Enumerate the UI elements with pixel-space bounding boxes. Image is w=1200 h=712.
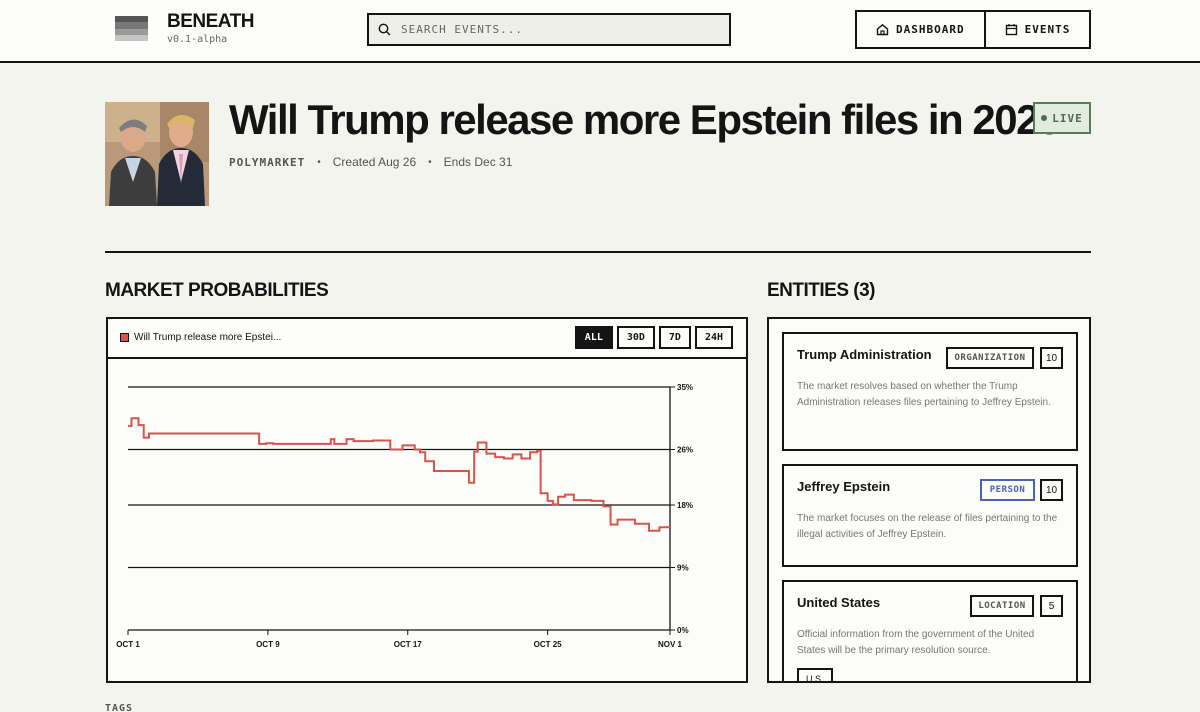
y-tick-label: 26% xyxy=(677,445,693,454)
y-tick-label: 0% xyxy=(677,626,689,635)
range-30d-button[interactable]: 30D xyxy=(616,326,655,349)
section-divider xyxy=(105,251,1091,253)
entities-section-title: ENTITIES (3) xyxy=(767,280,876,301)
search-icon xyxy=(378,23,391,36)
entity-name: United States xyxy=(797,595,881,610)
entity-description: Official information from the government… xyxy=(797,629,1035,656)
tags-label: TAGS xyxy=(105,703,134,712)
app-version: v0.1-alpha xyxy=(167,34,228,45)
entity-type-badge: ORGANIZATION xyxy=(946,347,1034,369)
brand: BENEATH v0.1-alpha xyxy=(167,11,254,45)
entity-count: 10 xyxy=(1040,347,1063,369)
range-selector: ALL 30D 7D 24H xyxy=(574,326,733,349)
x-tick-label: OCT 9 xyxy=(256,640,280,649)
x-tick-label: NOV 1 xyxy=(658,640,683,649)
entity-count: 5 xyxy=(1040,595,1063,617)
entity-card[interactable]: United States LOCATION 5 Official inform… xyxy=(782,580,1078,681)
search-box[interactable] xyxy=(367,13,731,46)
range-all-button[interactable]: ALL xyxy=(574,326,613,349)
chart-header: Will Trump release more Epstei... ALL 30… xyxy=(108,319,746,359)
meta-separator: • xyxy=(428,156,432,168)
legend-label: Will Trump release more Epstei... xyxy=(134,332,282,343)
entity-count: 10 xyxy=(1040,479,1063,501)
meta-separator: • xyxy=(317,156,321,168)
probability-chart[interactable]: 35% 26% 18% 9% 0% OCT 1 OCT 9 OCT 17 OCT 25 NOV 1 xyxy=(108,359,746,681)
home-icon xyxy=(876,23,889,36)
entities-panel: Trump Administration ORGANIZATION 10 The… xyxy=(767,317,1091,683)
y-tick-label: 18% xyxy=(677,501,693,510)
market-section-title: MARKET PROBABILITIES xyxy=(105,280,329,301)
nav-dashboard-button[interactable]: DASHBOARD xyxy=(857,12,984,47)
x-tick-label: OCT 17 xyxy=(394,640,423,649)
entity-type-badge: LOCATION xyxy=(970,595,1034,617)
event-meta: POLYMARKET • Created Aug 26 • Ends Dec 3… xyxy=(229,155,512,169)
status-label: LIVE xyxy=(1052,111,1083,125)
range-24h-button[interactable]: 24H xyxy=(694,326,733,349)
entity-card[interactable]: Jeffrey Epstein PERSON 10 The market foc… xyxy=(782,464,1078,567)
entity-tag[interactable]: U.S. xyxy=(797,668,833,681)
chart-legend[interactable]: Will Trump release more Epstei... xyxy=(120,332,281,343)
chart-panel: Will Trump release more Epstei... ALL 30… xyxy=(106,317,748,683)
search-input[interactable] xyxy=(401,23,701,36)
entity-description: The market focuses on the release of fil… xyxy=(797,513,1058,540)
brand-name[interactable]: BENEATH xyxy=(167,11,254,32)
entity-name: Trump Administration xyxy=(797,347,932,362)
top-bar: BENEATH v0.1-alpha DASHBOARD EVENTS xyxy=(0,0,1200,63)
legend-swatch xyxy=(120,333,129,342)
x-tick-label: OCT 25 xyxy=(534,640,563,649)
calendar-icon xyxy=(1005,24,1017,36)
nav-dashboard-label: DASHBOARD xyxy=(896,23,965,36)
series-line xyxy=(128,417,671,532)
event-ends: Ends Dec 31 xyxy=(443,155,513,169)
status-badge: LIVE xyxy=(1033,102,1091,134)
event-photo xyxy=(105,102,209,206)
entity-name: Jeffrey Epstein xyxy=(797,479,891,494)
range-7d-button[interactable]: 7D xyxy=(658,326,691,349)
event-created: Created Aug 26 xyxy=(332,155,417,169)
event-title: Will Trump release more Epstein files in… xyxy=(229,96,1085,143)
event-source[interactable]: POLYMARKET xyxy=(229,155,306,169)
live-dot-icon xyxy=(1041,115,1048,121)
nav-events-button[interactable]: EVENTS xyxy=(983,12,1090,47)
y-tick-label: 9% xyxy=(677,564,689,573)
x-tick-label: OCT 1 xyxy=(116,640,140,649)
entity-card[interactable]: Trump Administration ORGANIZATION 10 The… xyxy=(782,332,1078,451)
entity-description: The market resolves based on whether the… xyxy=(797,381,1051,408)
nav-group: DASHBOARD EVENTS xyxy=(855,10,1092,49)
y-tick-label: 35% xyxy=(677,383,693,392)
entity-type-badge: PERSON xyxy=(980,479,1035,501)
nav-events-label: EVENTS xyxy=(1024,23,1071,36)
logo-icon[interactable] xyxy=(115,16,148,41)
